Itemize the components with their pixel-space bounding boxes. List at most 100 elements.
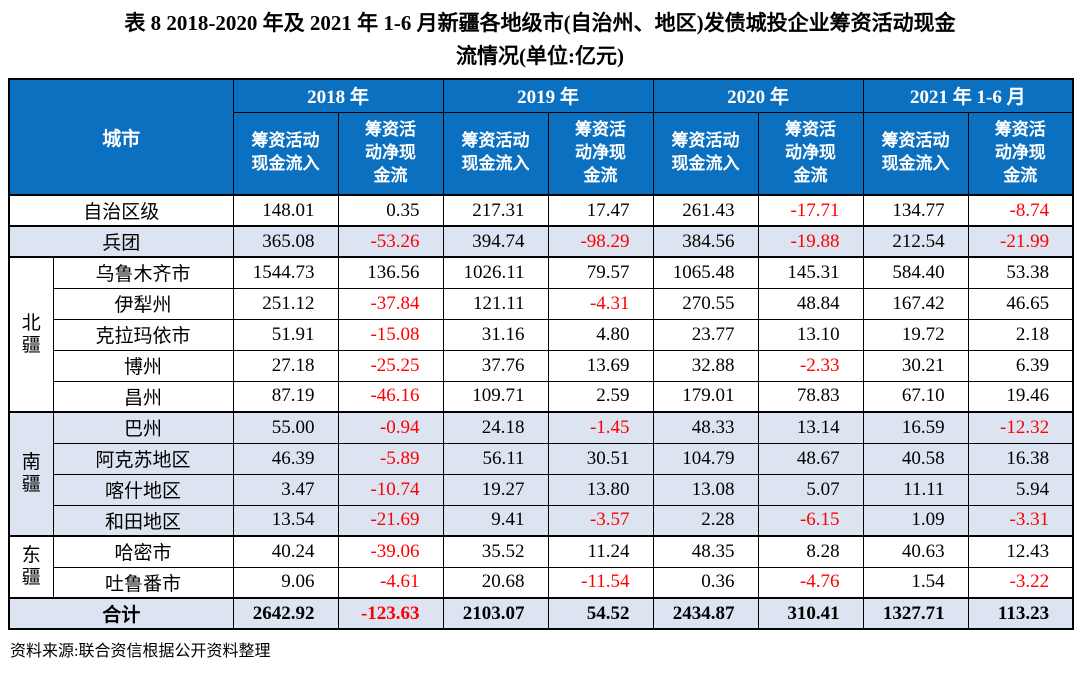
value-cell: 1327.71 xyxy=(862,597,969,630)
value-cell: 23.77 xyxy=(652,318,759,351)
city-cell: 阿克苏地区 xyxy=(52,442,234,475)
value-cell: -3.22 xyxy=(967,566,1074,599)
header-year-2020: 2020 年 xyxy=(652,78,864,113)
value-cell: 8.28 xyxy=(757,535,864,568)
value-cell: 12.43 xyxy=(967,535,1074,568)
header-inflow-2021h1: 筹资活动 现金流入 xyxy=(862,111,969,196)
value-cell: 1065.48 xyxy=(652,256,759,289)
value-cell: 1.09 xyxy=(862,504,969,537)
value-cell: 136.56 xyxy=(337,256,444,289)
value-cell: 78.83 xyxy=(757,380,864,413)
value-cell: 30.21 xyxy=(862,349,969,382)
value-cell: 31.16 xyxy=(442,318,549,351)
value-cell: -0.94 xyxy=(337,411,444,444)
value-cell: 5.94 xyxy=(967,473,1074,506)
value-cell: -21.99 xyxy=(967,225,1074,258)
city-cell: 哈密市 xyxy=(52,535,234,568)
value-cell: 1544.73 xyxy=(232,256,339,289)
table-row: 阿克苏地区 46.39 -5.89 56.11 30.51 104.79 48.67 40.5… xyxy=(9,442,1074,475)
header-city: 城市 xyxy=(8,78,234,196)
value-cell: 19.72 xyxy=(862,318,969,351)
header-year-2018: 2018 年 xyxy=(232,78,444,113)
header-inflow-2019: 筹资活动 现金流入 xyxy=(442,111,549,196)
source-note: 资料来源:联合资信根据公开资料整理 xyxy=(10,643,271,660)
value-cell: 212.54 xyxy=(862,225,969,258)
value-cell: -19.88 xyxy=(757,225,864,258)
value-cell: -21.69 xyxy=(337,504,444,537)
value-cell: 37.76 xyxy=(442,349,549,382)
table-body: 自治区级 148.01 0.35 217.31 17.47 261.43 -17.71 134… xyxy=(8,194,1074,630)
table-title: 表 8 2018-2020 年及 2021 年 1-6 月新疆各地级市(自治州、… xyxy=(0,0,1080,73)
value-cell: 2434.87 xyxy=(652,597,759,630)
table-row: 吐鲁番市 9.06 -4.61 20.68 -11.54 0.36 -4.76 1.54 -3.… xyxy=(9,566,1074,599)
value-cell: -1.45 xyxy=(547,411,654,444)
value-cell: -6.15 xyxy=(757,504,864,537)
city-cell: 昌州 xyxy=(52,380,234,413)
value-cell: 16.59 xyxy=(862,411,969,444)
value-cell: 2103.07 xyxy=(442,597,549,630)
header-net-2020: 筹资活 动净现 金流 xyxy=(757,111,864,196)
value-cell: 27.18 xyxy=(232,349,339,382)
region-cell: 南 疆 xyxy=(8,411,54,537)
value-cell: 104.79 xyxy=(652,442,759,475)
value-cell: 13.10 xyxy=(757,318,864,351)
financing-cashflow-table: 城市 2018 年 2019 年 2020 年 2021 年 1-6 月 筹资活… xyxy=(8,78,1075,630)
value-cell: 365.08 xyxy=(232,225,339,258)
value-cell: 9.41 xyxy=(442,504,549,537)
table-row: 东 疆哈密市 40.24 -39.06 35.52 11.24 48.35 8.28 40.6… xyxy=(8,535,1074,599)
value-cell: 2.28 xyxy=(652,504,759,537)
value-cell: 13.14 xyxy=(757,411,864,444)
value-cell: -53.26 xyxy=(337,225,444,258)
city-cell: 伊犁州 xyxy=(52,287,234,320)
value-cell: -123.63 xyxy=(337,597,444,630)
value-cell: 19.46 xyxy=(967,380,1074,413)
value-cell: 179.01 xyxy=(652,380,759,413)
value-cell: 3.47 xyxy=(232,473,339,506)
value-cell: 40.58 xyxy=(862,442,969,475)
value-cell: -11.54 xyxy=(547,566,654,599)
value-cell: -4.61 xyxy=(337,566,444,599)
value-cell: -37.84 xyxy=(337,287,444,320)
table-row: 伊犁州 251.12 -37.84 121.11 -4.31 270.55 48.84 167… xyxy=(9,287,1074,320)
value-cell: 4.80 xyxy=(547,318,654,351)
value-cell: 87.19 xyxy=(232,380,339,413)
city-cell: 博州 xyxy=(52,349,234,382)
value-cell: 11.24 xyxy=(547,535,654,568)
table-row: 博州 27.18 -25.25 37.76 13.69 32.88 -2.33 30.21 6.… xyxy=(9,349,1074,382)
value-cell: 13.69 xyxy=(547,349,654,382)
value-cell: 167.42 xyxy=(862,287,969,320)
value-cell: 67.10 xyxy=(862,380,969,413)
value-cell: -25.25 xyxy=(337,349,444,382)
value-cell: 53.38 xyxy=(967,256,1074,289)
table-title-line1: 表 8 2018-2020 年及 2021 年 1-6 月新疆各地级市(自治州、… xyxy=(124,11,956,35)
value-cell: -10.74 xyxy=(337,473,444,506)
value-cell: 48.84 xyxy=(757,287,864,320)
value-cell: 51.91 xyxy=(232,318,339,351)
city-cell: 吐鲁番市 xyxy=(52,566,234,599)
value-cell: -12.32 xyxy=(967,411,1074,444)
value-cell: 109.71 xyxy=(442,380,549,413)
value-cell: 79.57 xyxy=(547,256,654,289)
value-cell: 5.07 xyxy=(757,473,864,506)
table-row: 合计 2642.92 -123.63 2103.07 54.52 2434.87 310.4… xyxy=(8,597,1074,630)
city-cell: 兵团 xyxy=(8,225,234,258)
city-cell: 克拉玛依市 xyxy=(52,318,234,351)
city-cell: 乌鲁木齐市 xyxy=(52,256,234,289)
header-net-2018: 筹资活 动净现 金流 xyxy=(337,111,444,196)
value-cell: 1.54 xyxy=(862,566,969,599)
value-cell: 270.55 xyxy=(652,287,759,320)
value-cell: 0.36 xyxy=(652,566,759,599)
value-cell: -98.29 xyxy=(547,225,654,258)
value-cell: 16.38 xyxy=(967,442,1074,475)
table-row: 南 疆巴州 55.00 -0.94 24.18 -1.45 48.33 13.14 16.59… xyxy=(8,411,1074,537)
value-cell: -3.57 xyxy=(547,504,654,537)
value-cell: 19.27 xyxy=(442,473,549,506)
value-cell: 384.56 xyxy=(652,225,759,258)
header-sub-row: 筹资活动 现金流入 筹资活 动净现 金流 筹资活动 现金流入 筹资活 动净现 金… xyxy=(9,111,1074,196)
value-cell: 30.51 xyxy=(547,442,654,475)
header-net-2019: 筹资活 动净现 金流 xyxy=(547,111,654,196)
header-year-2021h1: 2021 年 1-6 月 xyxy=(862,78,1074,113)
value-cell: -3.31 xyxy=(967,504,1074,537)
city-cell: 和田地区 xyxy=(52,504,234,537)
value-cell: 251.12 xyxy=(232,287,339,320)
